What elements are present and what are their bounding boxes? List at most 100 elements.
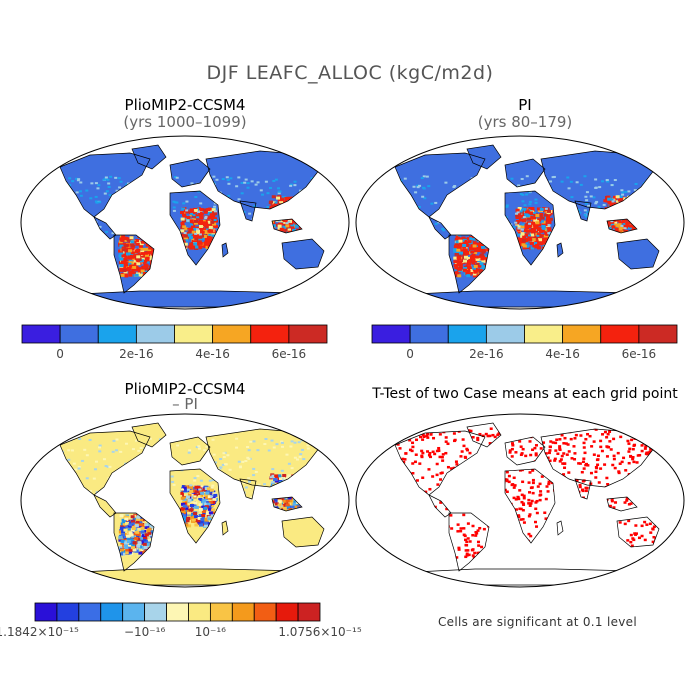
significant-cell — [563, 466, 567, 470]
grid-cell — [181, 509, 186, 513]
grid-cell — [184, 238, 189, 242]
grid-cell — [139, 545, 144, 549]
grid-cell — [479, 262, 484, 266]
grid-cell — [191, 235, 196, 239]
grid-cell — [269, 476, 273, 479]
grid-cell — [542, 237, 547, 241]
significant-cell — [449, 514, 453, 517]
grid-cell — [457, 253, 462, 257]
significant-cell — [670, 459, 673, 462]
grid-cell — [147, 538, 152, 542]
grid-cell — [127, 528, 132, 532]
grid-cell — [218, 467, 222, 470]
grid-cell — [129, 236, 134, 240]
grid-cell — [197, 516, 202, 520]
significant-cell — [582, 457, 586, 460]
grid-cell — [122, 261, 127, 265]
grid-cell — [274, 201, 278, 204]
grid-cell — [521, 193, 525, 196]
grid-cell — [198, 497, 203, 501]
grid-cell — [545, 216, 550, 220]
grid-cell — [135, 520, 140, 524]
significant-cell — [445, 507, 449, 511]
grid-cell — [525, 193, 529, 196]
grid-cell — [71, 180, 75, 183]
grid-cell — [521, 200, 525, 203]
grid-cell — [213, 225, 218, 229]
grid-cell — [107, 186, 111, 189]
significant-cell — [638, 436, 642, 440]
grid-cell — [287, 228, 292, 232]
grid-cell — [517, 214, 522, 218]
grid-cell — [128, 258, 133, 262]
significant-cell — [669, 445, 672, 447]
grid-cell — [520, 177, 524, 180]
significant-cell — [518, 489, 522, 492]
grid-cell — [302, 458, 306, 461]
significant-cell — [637, 536, 641, 540]
significant-cell — [462, 527, 466, 530]
grid-cell — [470, 244, 475, 248]
significant-cell — [644, 445, 648, 448]
grid-cell — [102, 458, 106, 461]
significant-cell — [533, 446, 537, 450]
grid-cell — [295, 458, 299, 461]
significant-cell — [675, 434, 678, 437]
grid-cell — [223, 463, 227, 466]
grid-cell — [283, 477, 287, 480]
grid-cell — [528, 238, 533, 242]
grid-cell — [471, 253, 476, 257]
grid-cell — [275, 443, 279, 446]
grid-cell — [131, 268, 136, 272]
significant-cell — [551, 441, 555, 444]
grid-cell — [624, 190, 628, 193]
grid-cell — [126, 519, 131, 523]
grid-cell — [184, 506, 189, 510]
significant-cell — [662, 556, 665, 559]
grid-cell — [520, 228, 524, 231]
grid-cell — [531, 231, 536, 235]
grid-cell — [94, 460, 98, 463]
grid-cell — [589, 195, 593, 198]
grid-cell — [235, 185, 239, 188]
grid-cell — [131, 521, 136, 525]
significant-cell — [459, 527, 463, 530]
grid-cell — [183, 234, 188, 238]
grid-cell — [522, 246, 527, 250]
significant-cell — [558, 460, 562, 463]
grid-cell — [285, 499, 290, 503]
grid-cell — [185, 200, 189, 203]
grid-cell — [129, 533, 134, 537]
significant-cell — [476, 436, 480, 440]
significant-cell — [662, 444, 665, 446]
grid-cell — [546, 219, 551, 223]
grid-cell — [77, 466, 81, 469]
significant-cell — [634, 532, 638, 535]
grid-cell — [212, 453, 216, 456]
grid-cell — [75, 191, 79, 194]
grid-cell — [259, 189, 263, 192]
significant-cell — [484, 432, 488, 436]
grid-cell — [519, 210, 523, 213]
grid-cell — [191, 225, 196, 229]
significant-cell — [663, 430, 666, 433]
significant-cell — [539, 447, 543, 450]
grid-cell — [106, 178, 110, 181]
significant-cell — [517, 515, 521, 519]
grid-cell — [136, 255, 141, 259]
grid-cell — [146, 251, 151, 255]
grid-cell — [130, 251, 135, 255]
grid-cell — [614, 223, 619, 227]
grid-cell — [602, 203, 606, 206]
significant-cell — [382, 429, 385, 432]
grid-cell — [273, 478, 278, 482]
grid-cell — [515, 215, 520, 219]
significant-cell — [544, 497, 548, 501]
grid-cell — [134, 524, 139, 528]
significant-cell — [643, 538, 647, 542]
significant-cell — [626, 539, 630, 542]
grid-cell — [549, 180, 553, 183]
significant-cell — [444, 440, 448, 443]
grid-cell — [470, 256, 475, 260]
significant-cell — [612, 506, 616, 509]
